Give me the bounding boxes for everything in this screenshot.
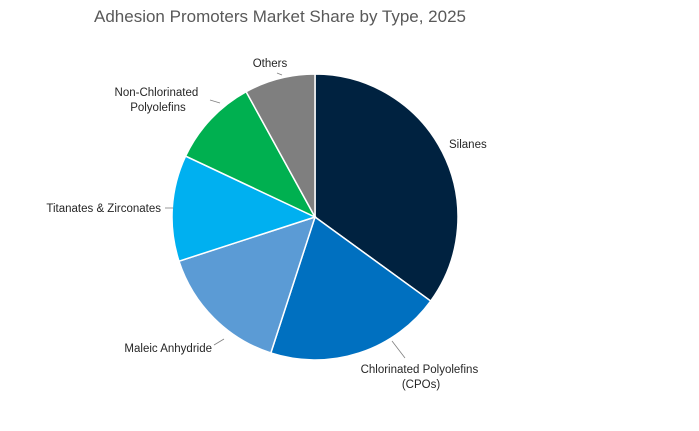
chart-title: Adhesion Promoters Market Share by Type,… [94,7,466,26]
pie-slice-maleic-anhydride [178,215,317,354]
label-others: Others [253,58,288,70]
label-non-chlorinated: Non-Chlorinated Polyolefins [115,87,202,114]
pie-slices [171,73,459,361]
label-cpos-line-1: Chlorinated Polyolefins [361,364,479,376]
label-maleic-anhydride: Maleic Anhydride [124,343,212,355]
leader-line-non-chlorinated [209,99,221,104]
leader-line-others [276,72,283,76]
pie-slice-silanes [314,73,459,303]
pie-slice-chlorinated-polyolefins-cpos [269,215,432,361]
label-cpos-line-2: (CPOs) [402,379,441,391]
leader-line-cpos [391,340,406,359]
label-silanes: Silanes [449,139,487,151]
slice-labels: Silanes Chlorinated Polyolefins (CPOs) M… [46,58,487,391]
label-cpos: Chlorinated Polyolefins (CPOs) [361,364,482,391]
leader-line-maleic [213,338,225,346]
label-non-chlorinated-line-1: Non-Chlorinated [115,87,199,99]
label-titanates-zirconates: Titanates & Zirconates [46,203,161,215]
label-non-chlorinated-line-2: Polyolefins [130,102,186,114]
pie-slice-non-chlorinated-polyolefins [184,90,317,219]
pie-slice-others [245,73,316,218]
leader-lines [165,72,406,359]
